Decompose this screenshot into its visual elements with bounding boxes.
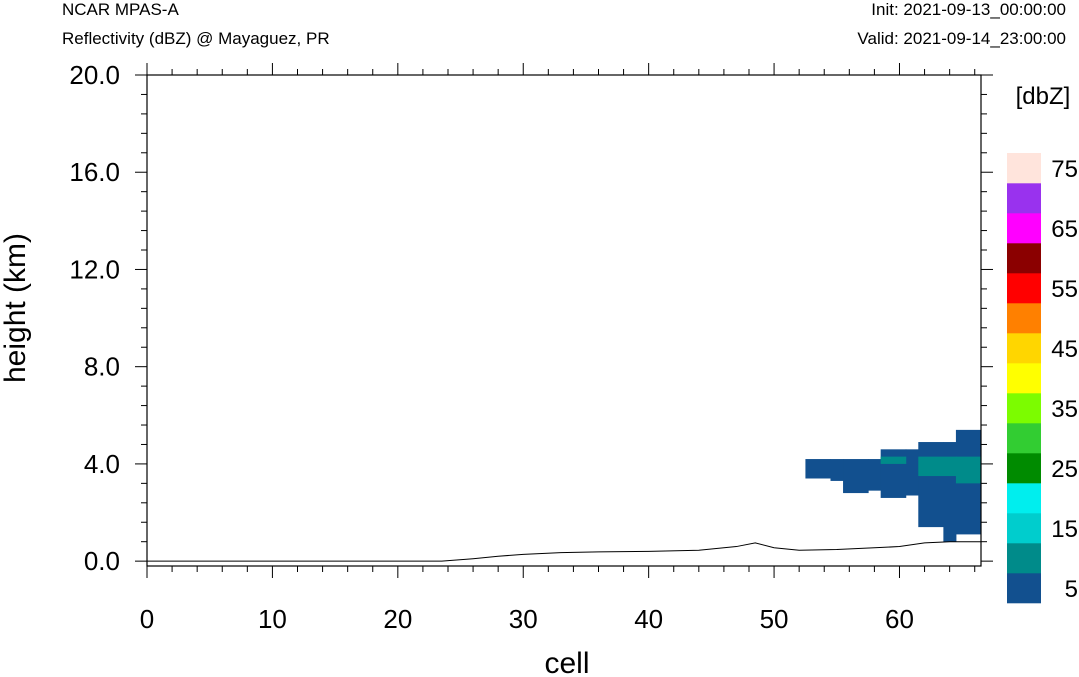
- colorbar-swatch: [1007, 243, 1041, 274]
- y-tick-label: 4.0: [84, 449, 120, 479]
- colorbar-swatch: [1007, 483, 1041, 514]
- reflectivity-cell: [905, 449, 919, 496]
- colorbar-swatch: [1007, 393, 1041, 424]
- plot-frame: [146, 74, 982, 567]
- reflectivity-cell: [880, 456, 907, 464]
- colorbar-tick-label: 35: [1051, 396, 1078, 423]
- colorbar-swatch: [1007, 453, 1041, 484]
- valid-time: Valid: 2021-09-14_23:00:00: [857, 29, 1066, 48]
- x-tick-label: 50: [760, 604, 789, 634]
- reflectivity-cell: [868, 459, 882, 491]
- field-subtitle: Reflectivity (dBZ) @ Mayaguez, PR: [62, 29, 330, 48]
- colorbar-swatch: [1007, 573, 1041, 604]
- y-tick-label: 0.0: [84, 546, 120, 576]
- colorbar-swatch: [1007, 543, 1041, 574]
- y-tick-label: 16.0: [69, 157, 120, 187]
- x-tick-label: 40: [634, 604, 663, 634]
- model-title: NCAR MPAS-A: [62, 0, 179, 19]
- x-tick-label: 0: [140, 604, 154, 634]
- colorbar-swatch: [1007, 183, 1041, 214]
- y-tick-label: 12.0: [69, 254, 120, 284]
- colorbar-tick-label: 25: [1051, 456, 1078, 483]
- x-tick-label: 20: [383, 604, 412, 634]
- x-tick-label: 10: [258, 604, 287, 634]
- terrain-line: [147, 541, 981, 562]
- y-tick-label: 8.0: [84, 352, 120, 382]
- colorbar-tick-label: 65: [1051, 216, 1078, 243]
- colorbar-swatch: [1007, 303, 1041, 334]
- colorbar-tick-label: 55: [1051, 276, 1078, 303]
- y-axis-title: height (km): [0, 233, 32, 383]
- x-tick-label: 60: [885, 604, 914, 634]
- reflectivity-cell: [955, 456, 982, 484]
- colorbar-swatch: [1007, 273, 1041, 304]
- colorbar-swatch: [1007, 513, 1041, 544]
- colorbar-swatch: [1007, 333, 1041, 364]
- colorbar-label: [dbZ]: [1016, 83, 1071, 110]
- colorbar-swatch: [1007, 423, 1041, 454]
- y-tick-label: 20.0: [69, 60, 120, 90]
- init-time: Init: 2021-09-13_00:00:00: [871, 0, 1066, 19]
- reflectivity-cell: [843, 459, 869, 494]
- reflectivity-cell: [918, 442, 944, 528]
- colorbar-swatch: [1007, 213, 1041, 244]
- colorbar-tick-label: 5: [1065, 576, 1078, 603]
- reflectivity-cell: [830, 459, 844, 481]
- colorbar-swatch: [1007, 363, 1041, 394]
- x-axis-title: cell: [544, 647, 589, 677]
- colorbar-swatch: [1007, 153, 1041, 184]
- colorbar-tick-label: 75: [1051, 156, 1078, 183]
- x-tick-label: 30: [509, 604, 538, 634]
- colorbar-tick-label: 45: [1051, 336, 1078, 363]
- colorbar-tick-label: 15: [1051, 516, 1078, 543]
- reflectivity-cell: [805, 459, 832, 479]
- reflectivity-cell: [918, 456, 957, 477]
